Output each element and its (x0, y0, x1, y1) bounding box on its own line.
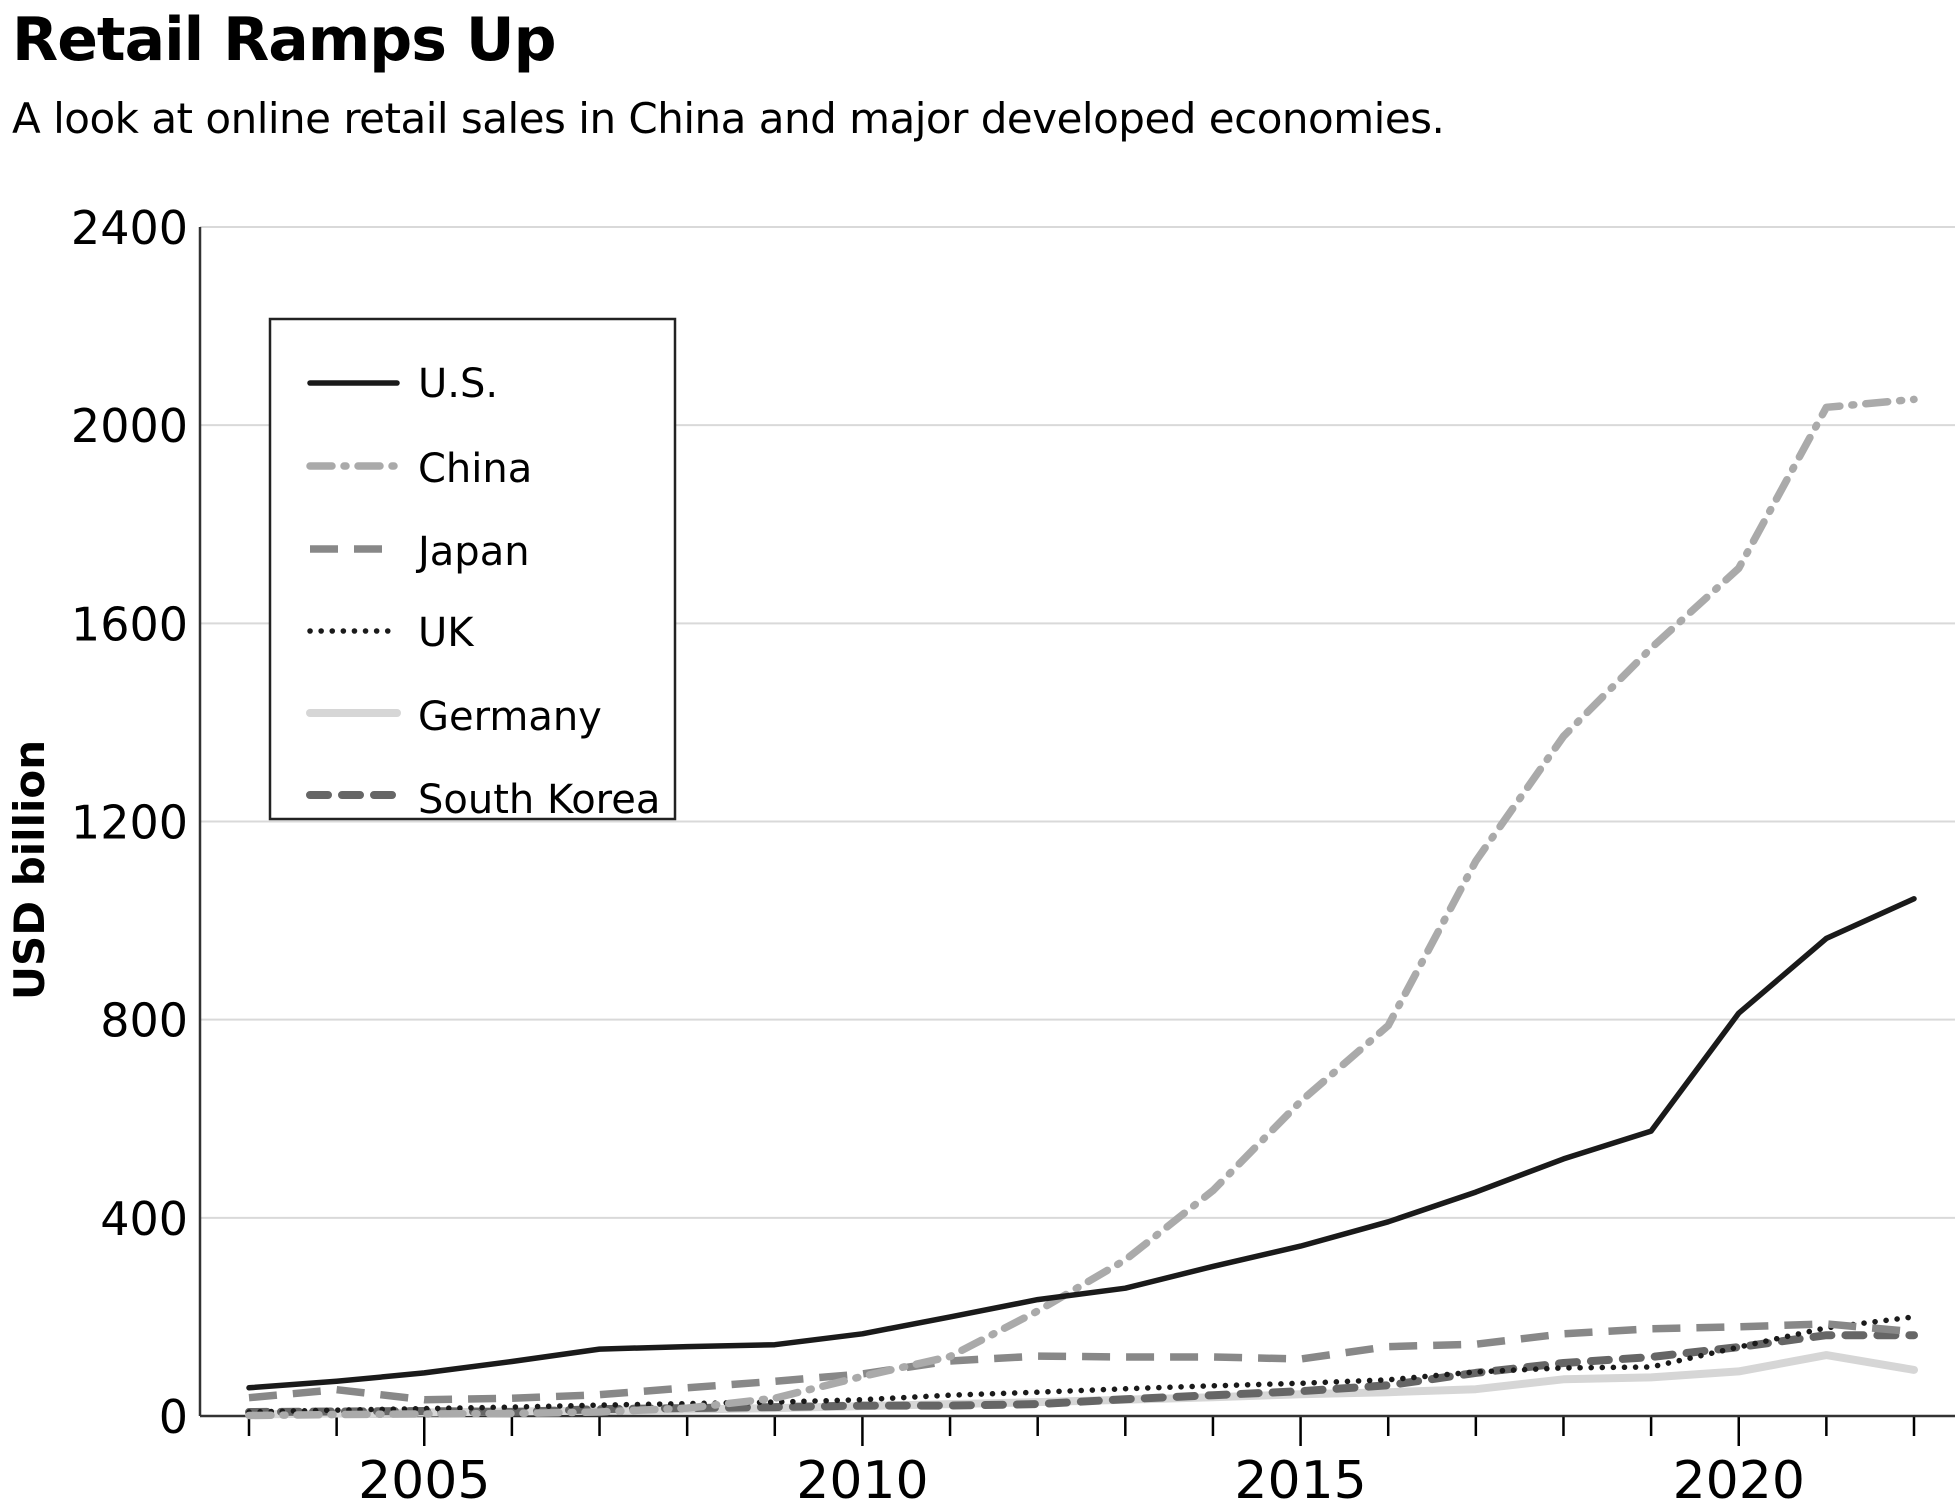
legend-label: U.S. (418, 361, 498, 407)
legend-label: China (418, 446, 532, 492)
chart-subtitle: A look at online retail sales in China a… (12, 94, 1445, 143)
y-axis-ticks: 0 400 800 1200 1600 2000 2400 (71, 201, 188, 1444)
series-line-china (245, 395, 1918, 1420)
y-tick-label: 400 (100, 1192, 188, 1246)
y-tick-label: 800 (100, 994, 188, 1048)
y-tick-label: 2400 (71, 201, 188, 255)
legend-label: Germany (418, 694, 602, 740)
y-tick-label: 0 (159, 1390, 188, 1444)
legend-label: Japan (415, 529, 530, 575)
x-tick-label: 2005 (358, 1451, 490, 1506)
series-line-uk (246, 1314, 1917, 1415)
x-tick-label: 2020 (1673, 1451, 1805, 1506)
legend-label: UK (418, 610, 475, 656)
legend-label: South Korea (418, 777, 660, 823)
y-tick-label: 1200 (71, 796, 188, 850)
series-line-u-s (246, 896, 1917, 1391)
legend: U.S. China Japan UK Germany South Korea (268, 317, 677, 823)
chart-title: Retail Ramps Up (12, 5, 557, 75)
x-tick-label: 2015 (1234, 1451, 1366, 1506)
x-tick-label: 2010 (796, 1451, 928, 1506)
y-axis-label: USD billion (5, 740, 54, 1000)
x-axis-ticks: 2005 2010 2015 2020 (247, 1416, 1916, 1506)
legend-box (268, 317, 677, 821)
series-lines (245, 395, 1918, 1420)
series-line-japan (248, 1320, 1915, 1404)
y-tick-label: 2000 (71, 399, 188, 453)
y-tick-label: 1600 (71, 597, 188, 651)
